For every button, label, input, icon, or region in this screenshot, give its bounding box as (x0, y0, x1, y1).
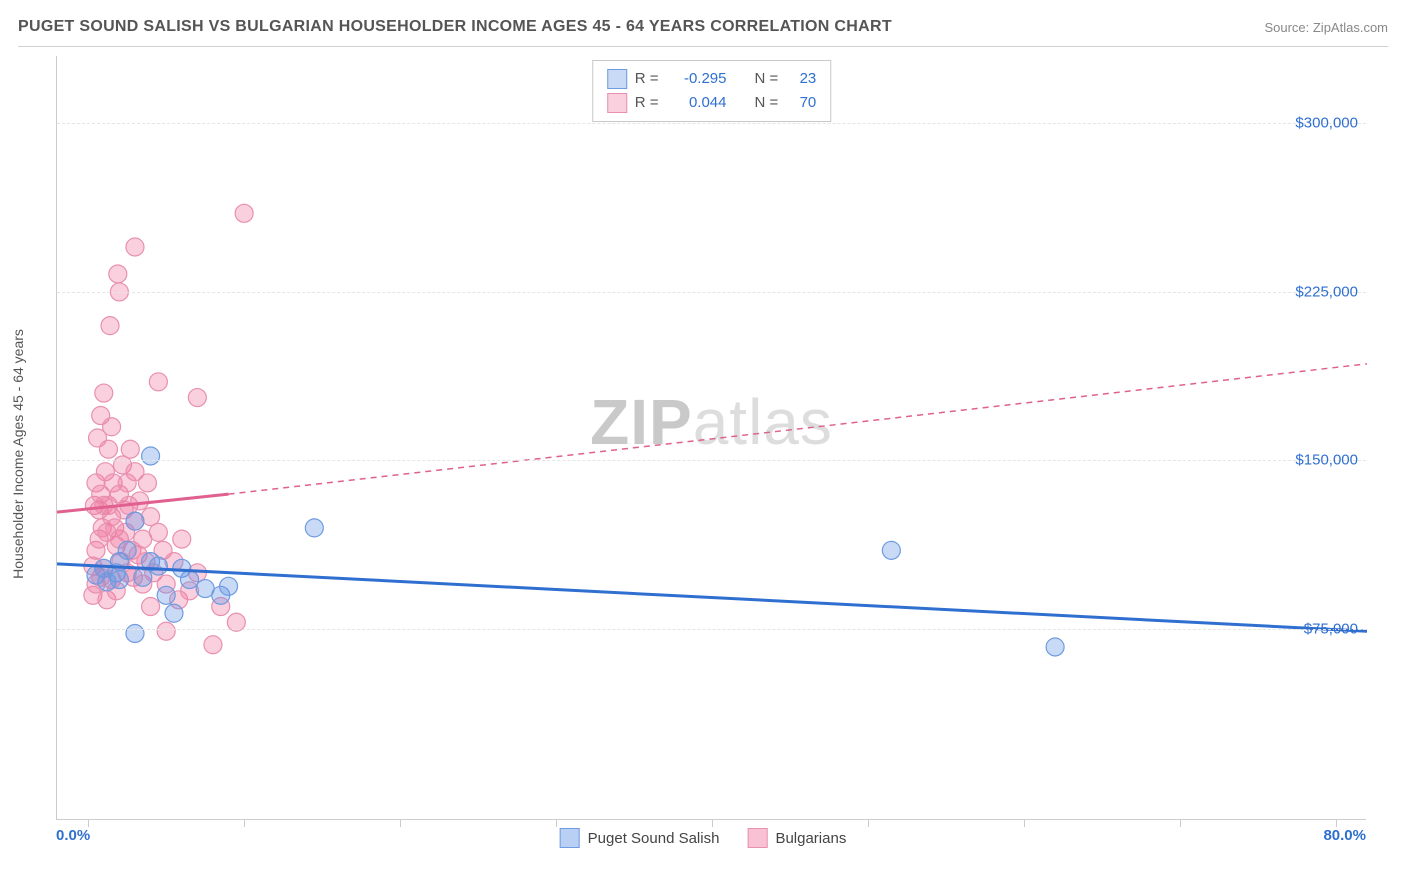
legend-bottom: Puget Sound Salish Bulgarians (560, 828, 847, 848)
legend-r-value: -0.295 (667, 67, 727, 91)
gridline-h (57, 123, 1366, 124)
marker-salish (181, 571, 199, 589)
marker-salish (165, 604, 183, 622)
marker-bulgarians (126, 238, 144, 256)
legend-stats-box: R = -0.295 N = 23 R = 0.044 N = 70 (592, 60, 832, 122)
x-tick (1180, 819, 1181, 827)
chart-title: PUGET SOUND SALISH VS BULGARIAN HOUSEHOL… (18, 18, 892, 36)
marker-bulgarians (121, 440, 139, 458)
marker-bulgarians (103, 418, 121, 436)
x-tick (400, 819, 401, 827)
legend-r-label: R = (635, 91, 659, 115)
marker-bulgarians (204, 636, 222, 654)
legend-n-value: 23 (786, 67, 816, 91)
marker-salish (149, 557, 167, 575)
x-tick (88, 819, 89, 827)
legend-swatch-icon (747, 828, 767, 848)
x-axis-min-label: 0.0% (56, 827, 90, 844)
chart-source: Source: ZipAtlas.com (1264, 20, 1388, 35)
marker-bulgarians (157, 622, 175, 640)
marker-bulgarians (101, 317, 119, 335)
gridline-h (57, 460, 1366, 461)
x-tick (712, 819, 713, 827)
plot-area: ZIPatlas $75,000$150,000$225,000$300,000… (56, 56, 1366, 820)
legend-n-value: 70 (786, 91, 816, 115)
legend-bottom-label: Bulgarians (775, 830, 846, 847)
x-tick (1336, 819, 1337, 827)
marker-salish (220, 577, 238, 595)
legend-r-label: R = (635, 67, 659, 91)
legend-swatch-icon (607, 93, 627, 113)
legend-n-label: N = (755, 91, 779, 115)
y-tick-label: $225,000 (1295, 283, 1358, 300)
marker-bulgarians (188, 389, 206, 407)
legend-n-label: N = (755, 67, 779, 91)
marker-bulgarians (149, 373, 167, 391)
marker-salish (1046, 638, 1064, 656)
gridline-h (57, 629, 1366, 630)
marker-bulgarians (109, 265, 127, 283)
legend-bottom-item: Bulgarians (747, 828, 846, 848)
legend-stats-row-bulgarians: R = 0.044 N = 70 (607, 91, 817, 115)
legend-stats-row-salish: R = -0.295 N = 23 (607, 67, 817, 91)
y-tick-label: $75,000 (1304, 621, 1358, 638)
legend-r-value: 0.044 (667, 91, 727, 115)
x-tick (868, 819, 869, 827)
x-tick (1024, 819, 1025, 827)
marker-bulgarians (173, 530, 191, 548)
marker-salish (126, 512, 144, 530)
marker-salish (882, 541, 900, 559)
marker-salish (118, 541, 136, 559)
legend-bottom-item: Puget Sound Salish (560, 828, 720, 848)
trendline-bulgarians-dash (229, 364, 1367, 494)
marker-salish (157, 586, 175, 604)
trendline-salish (57, 564, 1367, 631)
legend-bottom-label: Puget Sound Salish (588, 830, 720, 847)
marker-bulgarians (131, 492, 149, 510)
marker-bulgarians (235, 204, 253, 222)
title-bar: PUGET SOUND SALISH VS BULGARIAN HOUSEHOL… (18, 18, 1388, 47)
legend-swatch-icon (560, 828, 580, 848)
marker-bulgarians (138, 474, 156, 492)
legend-swatch-icon (607, 69, 627, 89)
marker-bulgarians (95, 384, 113, 402)
x-tick (556, 819, 557, 827)
marker-salish (126, 624, 144, 642)
y-axis-title: Householder Income Ages 45 - 64 years (10, 329, 26, 579)
x-axis-max-label: 80.0% (1323, 827, 1366, 844)
gridline-h (57, 292, 1366, 293)
marker-bulgarians (99, 440, 117, 458)
y-tick-label: $150,000 (1295, 452, 1358, 469)
marker-salish (305, 519, 323, 537)
marker-salish (110, 571, 128, 589)
marker-salish (142, 447, 160, 465)
marker-bulgarians (149, 523, 167, 541)
y-tick-label: $300,000 (1295, 115, 1358, 132)
chart-svg (57, 56, 1366, 819)
x-tick (244, 819, 245, 827)
marker-bulgarians (142, 598, 160, 616)
